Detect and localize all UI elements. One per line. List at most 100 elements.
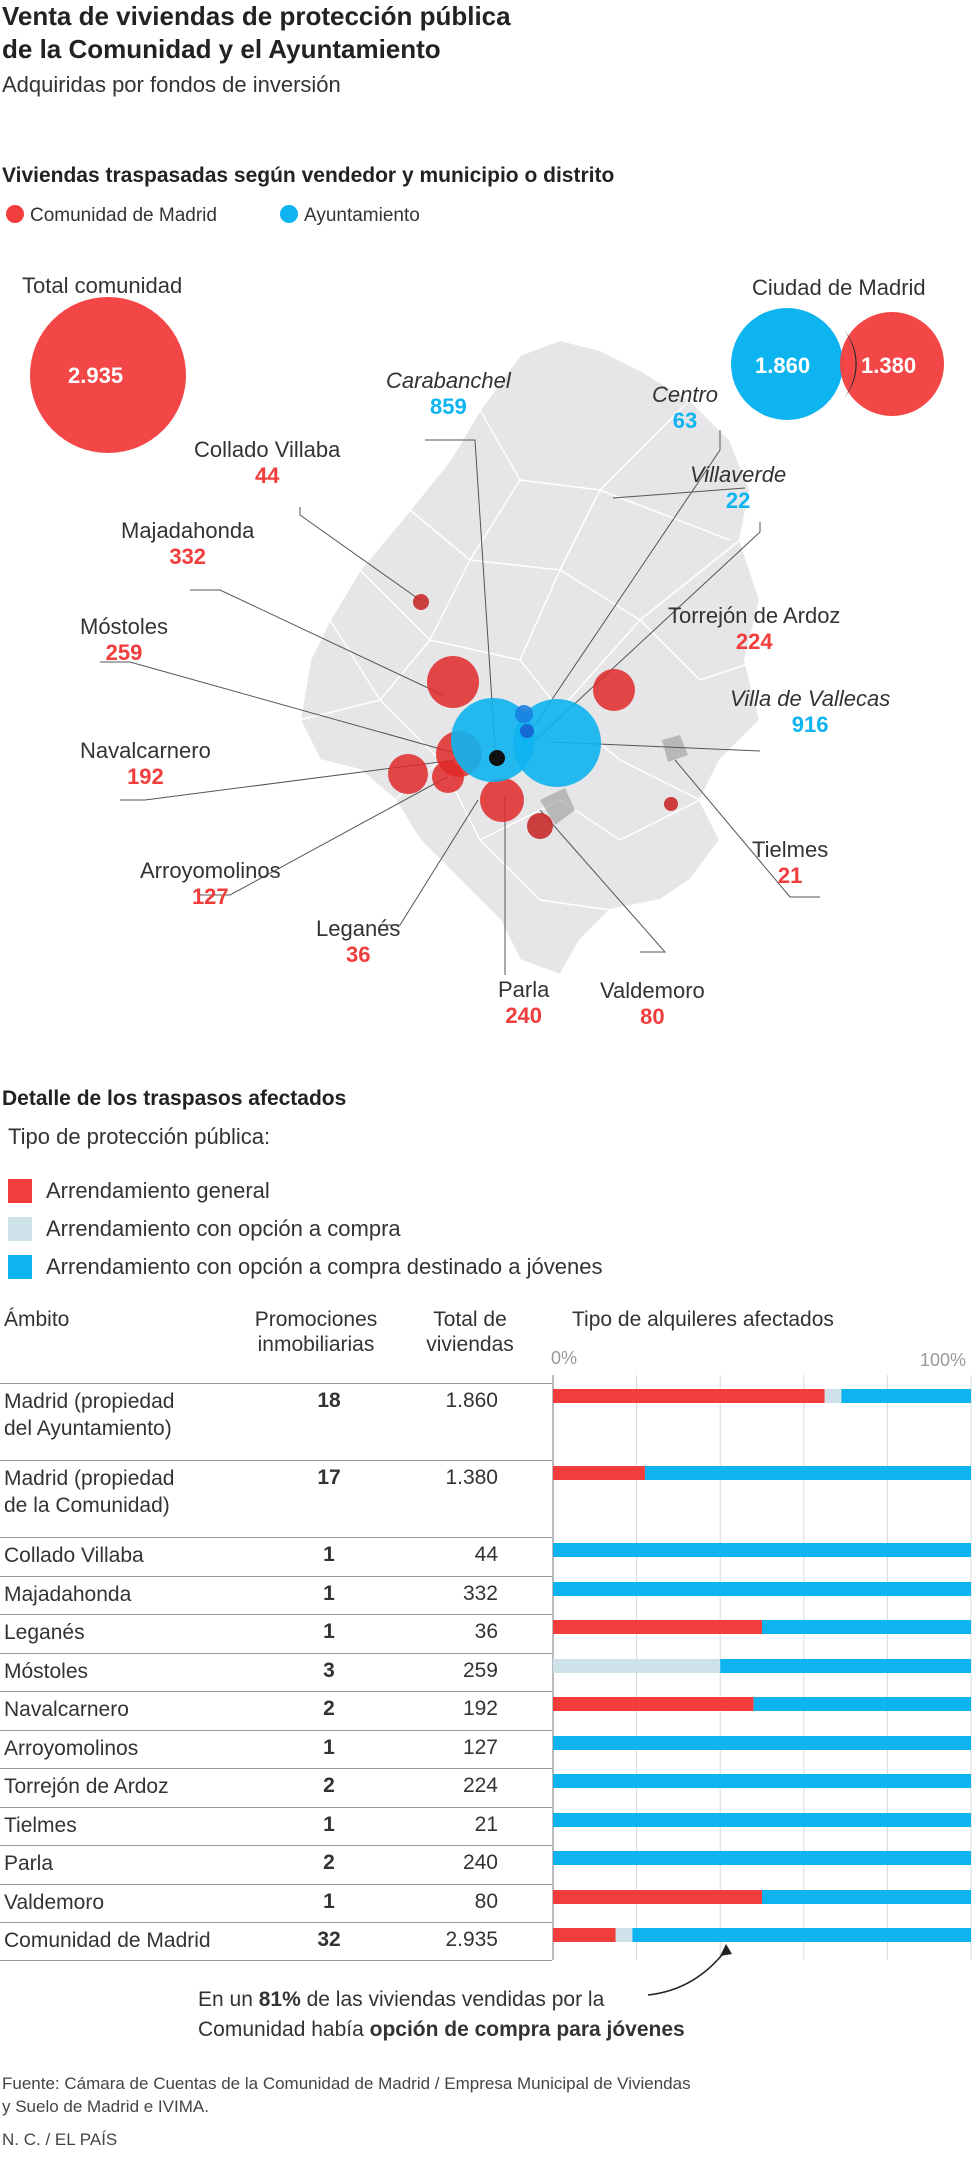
row-ambito: Comunidad de Madrid [4,1929,211,1952]
row-promociones: 1 [323,1813,335,1836]
place-mostoles: Móstoles 259 [80,614,169,665]
row-total: 1.380 [445,1466,498,1489]
row-ambito: Parla [4,1852,54,1875]
bubble-centro [515,705,533,723]
row-promociones: 1 [323,1620,335,1643]
bubble-navalcarnero [388,754,428,794]
annotation-arrow [647,1944,732,1996]
bubble-valdemoro [527,813,553,839]
bar-segment [615,1928,633,1942]
credit: N. C. / EL PAÍS [2,2130,118,2149]
bubble-villaverde [520,724,534,738]
bubble-torrejon [593,669,635,711]
bar-segment [553,1736,971,1750]
place-valdemoro: Valdemoro 80 [600,978,705,1029]
row-total: 192 [462,1697,498,1720]
blue-square-icon [8,1255,32,1279]
red-dot-icon [6,205,24,223]
row-promociones: 1 [323,1582,335,1605]
table-row: Madrid (propiedad de la Comunidad) 17 1.380 [0,1460,552,1538]
table-row: Móstoles 3 259 [0,1653,552,1692]
col-ambito: Ámbito [4,1308,70,1331]
bar-segment [824,1389,842,1403]
table-row: Majadahonda 1 332 [0,1576,552,1615]
bar-segment [762,1620,971,1634]
table-row: Valdemoro 1 80 [0,1884,552,1923]
row-total: 127 [462,1736,498,1759]
row-ambito: Leganés [4,1621,85,1644]
ciudad-ayuntamiento-value: 1.860 [755,353,811,378]
map-heading: Viviendas traspasadas según vendedor y m… [2,164,615,187]
bubble-majadahonda [427,656,479,708]
row-ambito: Collado Villaba [4,1544,144,1567]
place-navalcarnero: Navalcarnero 192 [80,738,211,789]
bubble-collado-villaba [413,594,429,610]
row-promociones: 17 [317,1466,341,1489]
bar-segment [553,1582,971,1596]
ciudad-comunidad-circle [840,312,944,416]
row-total: 21 [474,1813,498,1836]
detail-heading: Detalle de los traspasos afectados [2,1087,347,1110]
legend-item-comunidad: Comunidad de Madrid [6,205,217,227]
category-opcion-compra: Arrendamiento con opción a compra [8,1216,401,1242]
row-ambito: Tielmes [4,1814,77,1837]
bar-segment [841,1389,971,1403]
row-total: 224 [462,1774,498,1797]
row-promociones: 1 [323,1543,335,1566]
row-total: 259 [462,1659,498,1682]
row-ambito: Navalcarnero [4,1698,129,1721]
bubble-carabanchel [451,698,535,782]
row-promociones: 1 [323,1890,335,1913]
row-ambito: Móstoles [4,1660,89,1683]
bar-segment [553,1813,971,1827]
table-row: Arroyomolinos 1 127 [0,1730,552,1769]
col-tipo: Tipo de alquileres afectados [572,1308,834,1331]
place-collado-villaba: Collado Villaba 44 [194,437,341,488]
bubble-villa-vallecas [513,699,601,787]
bar-segment [553,1389,825,1403]
table-row: Madrid (propiedad del Ayuntamiento) 18 1.86… [0,1383,552,1461]
chart-bars [553,1389,971,1942]
col-total: Total de viviendas [426,1308,514,1356]
row-ambito: Torrejón de Ardoz [4,1775,169,1798]
ciudad-comunidad-value: 1.380 [861,353,917,378]
col-promociones: Promociones inmobiliarias [254,1308,378,1356]
row-ambito: Arroyomolinos [4,1737,139,1760]
table-row: Tielmes 1 21 [0,1807,552,1846]
total-comunidad-value: 2.935 [68,363,124,388]
row-promociones: 2 [323,1697,335,1720]
ciudad-ayuntamiento-circle [731,308,843,420]
ciudad-overlap [844,330,857,398]
red-square-icon [8,1179,32,1203]
place-leganes: Leganés 36 [316,916,401,967]
table-bottom-rule [0,1960,552,1961]
table-row: Comunidad de Madrid 32 2.935 [0,1922,552,1961]
row-ambito: Valdemoro [4,1891,104,1914]
row-total: 2.935 [445,1928,498,1951]
row-ambito: Majadahonda [4,1583,132,1606]
row-total: 80 [474,1890,498,1913]
bubble-arroyomolinos [432,761,464,793]
valdemoro-shape [540,788,575,825]
bar-segment [753,1697,971,1711]
ciudad-madrid-label: Ciudad de Madrid [752,275,926,300]
bubble-leganes [489,750,505,766]
bar-segment [553,1851,971,1865]
category-jovenes: Arrendamiento con opción a compra destin… [8,1254,602,1280]
row-promociones: 32 [317,1928,341,1951]
tielmes-shape [662,735,688,762]
source-note: Fuente: Cámara de Cuentas de la Comunida… [2,2074,691,2116]
place-carabanchel: Carabanchel 859 [386,368,511,419]
chart-title: Venta de viviendas de protección pública… [2,1,511,64]
place-villaverde: Villaverde 22 [690,462,787,513]
total-comunidad-label: Total comunidad [22,273,183,298]
leader-lines [100,430,820,975]
row-promociones: 2 [323,1851,335,1874]
bar-segment [553,1466,645,1480]
row-promociones: 3 [323,1659,335,1682]
place-centro: Centro 63 [652,382,719,433]
table-row: Navalcarnero 2 192 [0,1691,552,1731]
total-comunidad-circle [30,297,186,453]
table-row: Torrejón de Ardoz 2 224 [0,1768,552,1808]
bar-segment [632,1928,971,1942]
